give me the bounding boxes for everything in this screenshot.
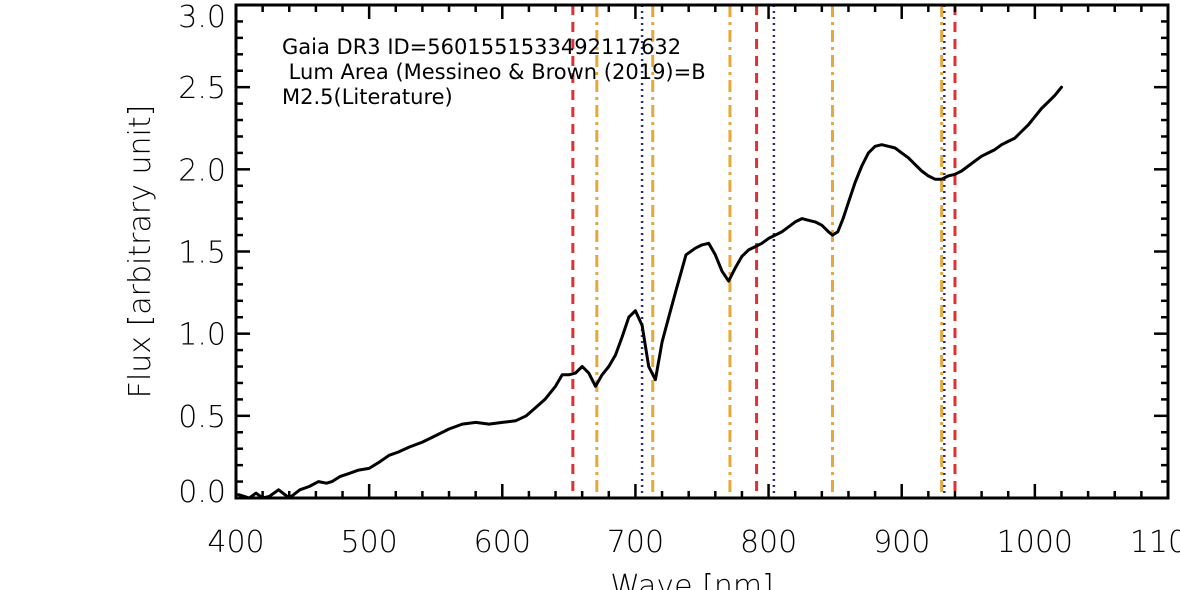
annotation-spectral-type: M2.5(Literature): [282, 85, 453, 109]
x-tick-label: 1000: [997, 525, 1073, 560]
ticks-layer: [234, 3, 1170, 500]
vertical-marker-lines: [571, 5, 957, 498]
series-layer: [237, 85, 1063, 500]
x-tick-label: 600: [474, 525, 531, 560]
y-axis-title: Flux [arbitrary unit]: [123, 105, 158, 399]
y-tick-label: 0.5: [178, 400, 226, 435]
annotation-gaia-id: Gaia DR3 ID=5601551533492117632: [282, 35, 681, 59]
x-tick-label: 800: [740, 525, 797, 560]
x-tick-label: 900: [873, 525, 930, 560]
spectrum-line: [237, 85, 1063, 500]
x-tick-label: 500: [341, 525, 398, 560]
y-tick-label: 1.0: [178, 318, 226, 353]
x-axis-title: Wave [nm]: [610, 569, 774, 590]
y-tick-labels: 0.0 0.5 1.0 1.5 2.0 2.5 3.0: [178, 0, 226, 510]
x-tick-label: 400: [207, 525, 264, 560]
y-tick-label: 3.0: [178, 0, 226, 35]
y-tick-label: 2.0: [178, 153, 226, 188]
annotation-lum-area: Lum Area (Messineo & Brown (2019)=B: [282, 60, 706, 84]
y-tick-label: 1.5: [178, 236, 226, 271]
y-tick-label: 0.0: [178, 475, 226, 510]
x-tick-label: 700: [607, 525, 664, 560]
y-tick-label: 2.5: [178, 71, 226, 106]
